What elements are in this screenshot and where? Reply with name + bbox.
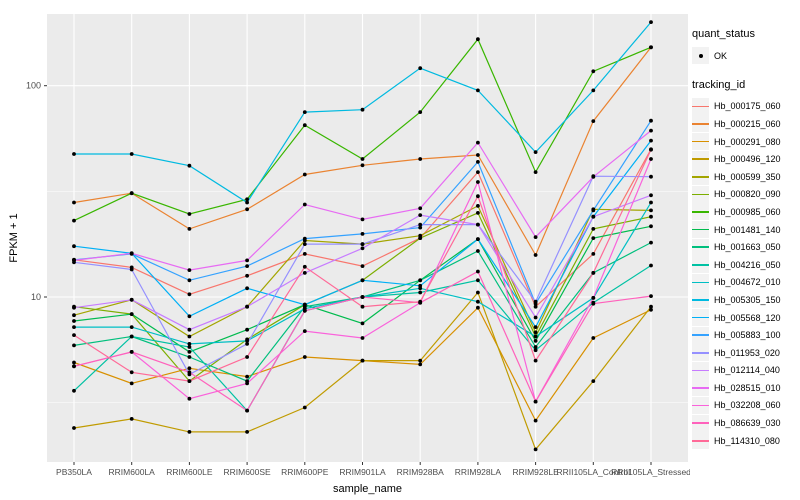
- y-axis-title: FPKM + 1: [8, 213, 20, 263]
- legend-key-icon: [692, 221, 709, 239]
- y-tick-label: 100: [26, 81, 41, 91]
- legend-key-icon: [692, 379, 709, 397]
- legend-item-label: Hb_004672_010: [714, 277, 781, 288]
- legend-item-label: Hb_011953_020: [714, 347, 780, 358]
- legend-key-icon: [692, 133, 709, 151]
- legend-key-icon: [692, 432, 709, 450]
- legend-item-Hb_086639_030: Hb_086639_030: [692, 414, 800, 432]
- legend-key-icon: [692, 97, 709, 115]
- x-tick-label: RRIM928LA: [455, 467, 502, 477]
- legend-item-Hb_000175_060: Hb_000175_060: [692, 97, 800, 116]
- legend-item-Hb_004672_010: Hb_004672_010: [692, 273, 800, 292]
- legend-item-label: Hb_032208_060: [714, 400, 781, 411]
- legend-item-label: Hb_005568_120: [714, 312, 781, 323]
- legend-item-Hb_001481_140: Hb_001481_140: [692, 221, 800, 239]
- legend-key-icon: [692, 414, 709, 432]
- x-tick-label: RRII105LA_Control: [556, 467, 630, 477]
- y-tick-label: 10: [31, 292, 41, 302]
- legend-key-icon: [692, 361, 709, 379]
- legend-key-icon: [692, 168, 709, 186]
- legend-item-label: Hb_012114_040: [714, 365, 780, 376]
- legend-title-tracking-id: tracking_id: [692, 78, 746, 91]
- legend-item-Hb_004216_050: Hb_004216_050: [692, 256, 800, 274]
- legend-tracking-id: tracking_id Hb_000175_060 Hb_000215_060 Hb…: [692, 79, 800, 450]
- axis-ticks: 10 100 PB350LA RRIM600LA RRIM600LE RRIM600SE R…: [26, 81, 690, 477]
- legend-item-Hb_005305_150: Hb_005305_150: [692, 291, 800, 309]
- legend-key-icon: [692, 150, 709, 168]
- legend-item-label: Hb_000820_090: [714, 189, 781, 200]
- legend-item-label: Hb_000291_080: [714, 136, 781, 147]
- legend: quant_status OK tracking_id Hb_000175_06…: [692, 28, 800, 463]
- legend-item-Hb_028515_010: Hb_028515_010: [692, 379, 800, 397]
- x-tick-label: RRIM928LE: [512, 467, 559, 477]
- legend-key-icon: [692, 203, 709, 221]
- x-axis-title: sample_name: [332, 483, 403, 495]
- legend-item-label: Hb_000175_060: [714, 101, 781, 112]
- legend-key-icon: [692, 326, 709, 344]
- x-tick-label: RRIM600LE: [166, 467, 213, 477]
- legend-title-quant-status: quant_status: [692, 28, 755, 40]
- legend-item-label: Hb_000985_060: [714, 206, 781, 217]
- legend-item-Hb_000496_120: Hb_000496_120: [692, 150, 800, 168]
- legend-item-Hb_005568_120: Hb_005568_120: [692, 309, 800, 327]
- legend-item-label: Hb_028515_010: [714, 382, 781, 393]
- plot-panel: 10 100 PB350LA RRIM600LA RRIM600LE RRIM600SE R…: [26, 14, 690, 477]
- legend-item-label: Hb_086639_030: [714, 418, 781, 429]
- legend-item-label: Hb_000215_060: [714, 118, 781, 129]
- legend-item-Hb_000599_350: Hb_000599_350: [692, 168, 800, 186]
- legend-key-icon: [692, 273, 709, 291]
- legend-key-icon: [692, 309, 709, 327]
- legend-key-icon: [692, 256, 709, 274]
- legend-key-icon: [692, 291, 709, 309]
- legend-item-Hb_001663_050: Hb_001663_050: [692, 238, 800, 256]
- legend-key-icon: [692, 185, 709, 203]
- ok-point-icon: [692, 47, 709, 65]
- x-tick-label: PB350LA: [56, 467, 92, 477]
- x-tick-label: RRIM600LA: [109, 467, 156, 477]
- legend-item-Hb_114310_080: Hb_114310_080: [692, 432, 800, 450]
- legend-item-label: Hb_005305_150: [714, 294, 781, 305]
- legend-item-Hb_000291_080: Hb_000291_080: [692, 133, 800, 151]
- legend-item-Hb_012114_040: Hb_012114_040: [692, 361, 800, 380]
- legend-item-Hb_000985_060: Hb_000985_060: [692, 203, 800, 221]
- legend-item-label: Hb_005883_100: [714, 330, 781, 341]
- legend-key-icon: [692, 115, 709, 133]
- x-tick-label: RRIM600SE: [223, 467, 271, 477]
- legend-quant-status: quant_status OK: [692, 28, 800, 65]
- legend-item-label: Hb_001481_140: [714, 224, 781, 235]
- legend-item-Hb_000215_060: Hb_000215_060: [692, 115, 800, 133]
- legend-item-label: Hb_000496_120: [714, 154, 781, 165]
- legend-item-Hb_005883_100: Hb_005883_100: [692, 326, 800, 344]
- legend-item-label: Hb_000599_350: [714, 171, 781, 182]
- legend-key-icon: [692, 344, 709, 362]
- legend-item-label: OK: [714, 50, 728, 61]
- legend-item-Hb_000820_090: Hb_000820_090: [692, 185, 800, 204]
- legend-item-Hb_011953_020: Hb_011953_020: [692, 344, 800, 362]
- x-tick-label: RRIM901LA: [339, 467, 386, 477]
- legend-tracking-items: Hb_000175_060 Hb_000215_060 Hb_000291_080 H…: [692, 97, 800, 450]
- data-points: [72, 20, 653, 452]
- x-tick-label: RRIM928BA: [397, 467, 445, 477]
- legend-item-ok: OK: [692, 47, 800, 65]
- x-tick-label: RRII105LA_Stressed: [611, 467, 690, 477]
- legend-key-icon: [692, 396, 709, 414]
- legend-item-label: Hb_001663_050: [714, 242, 781, 253]
- legend-item-Hb_032208_060: Hb_032208_060: [692, 396, 800, 415]
- x-tick-label: RRIM600PE: [281, 467, 329, 477]
- legend-key-icon: [692, 238, 709, 256]
- legend-item-label: Hb_114310_080: [714, 435, 780, 446]
- legend-item-label: Hb_004216_050: [714, 259, 781, 270]
